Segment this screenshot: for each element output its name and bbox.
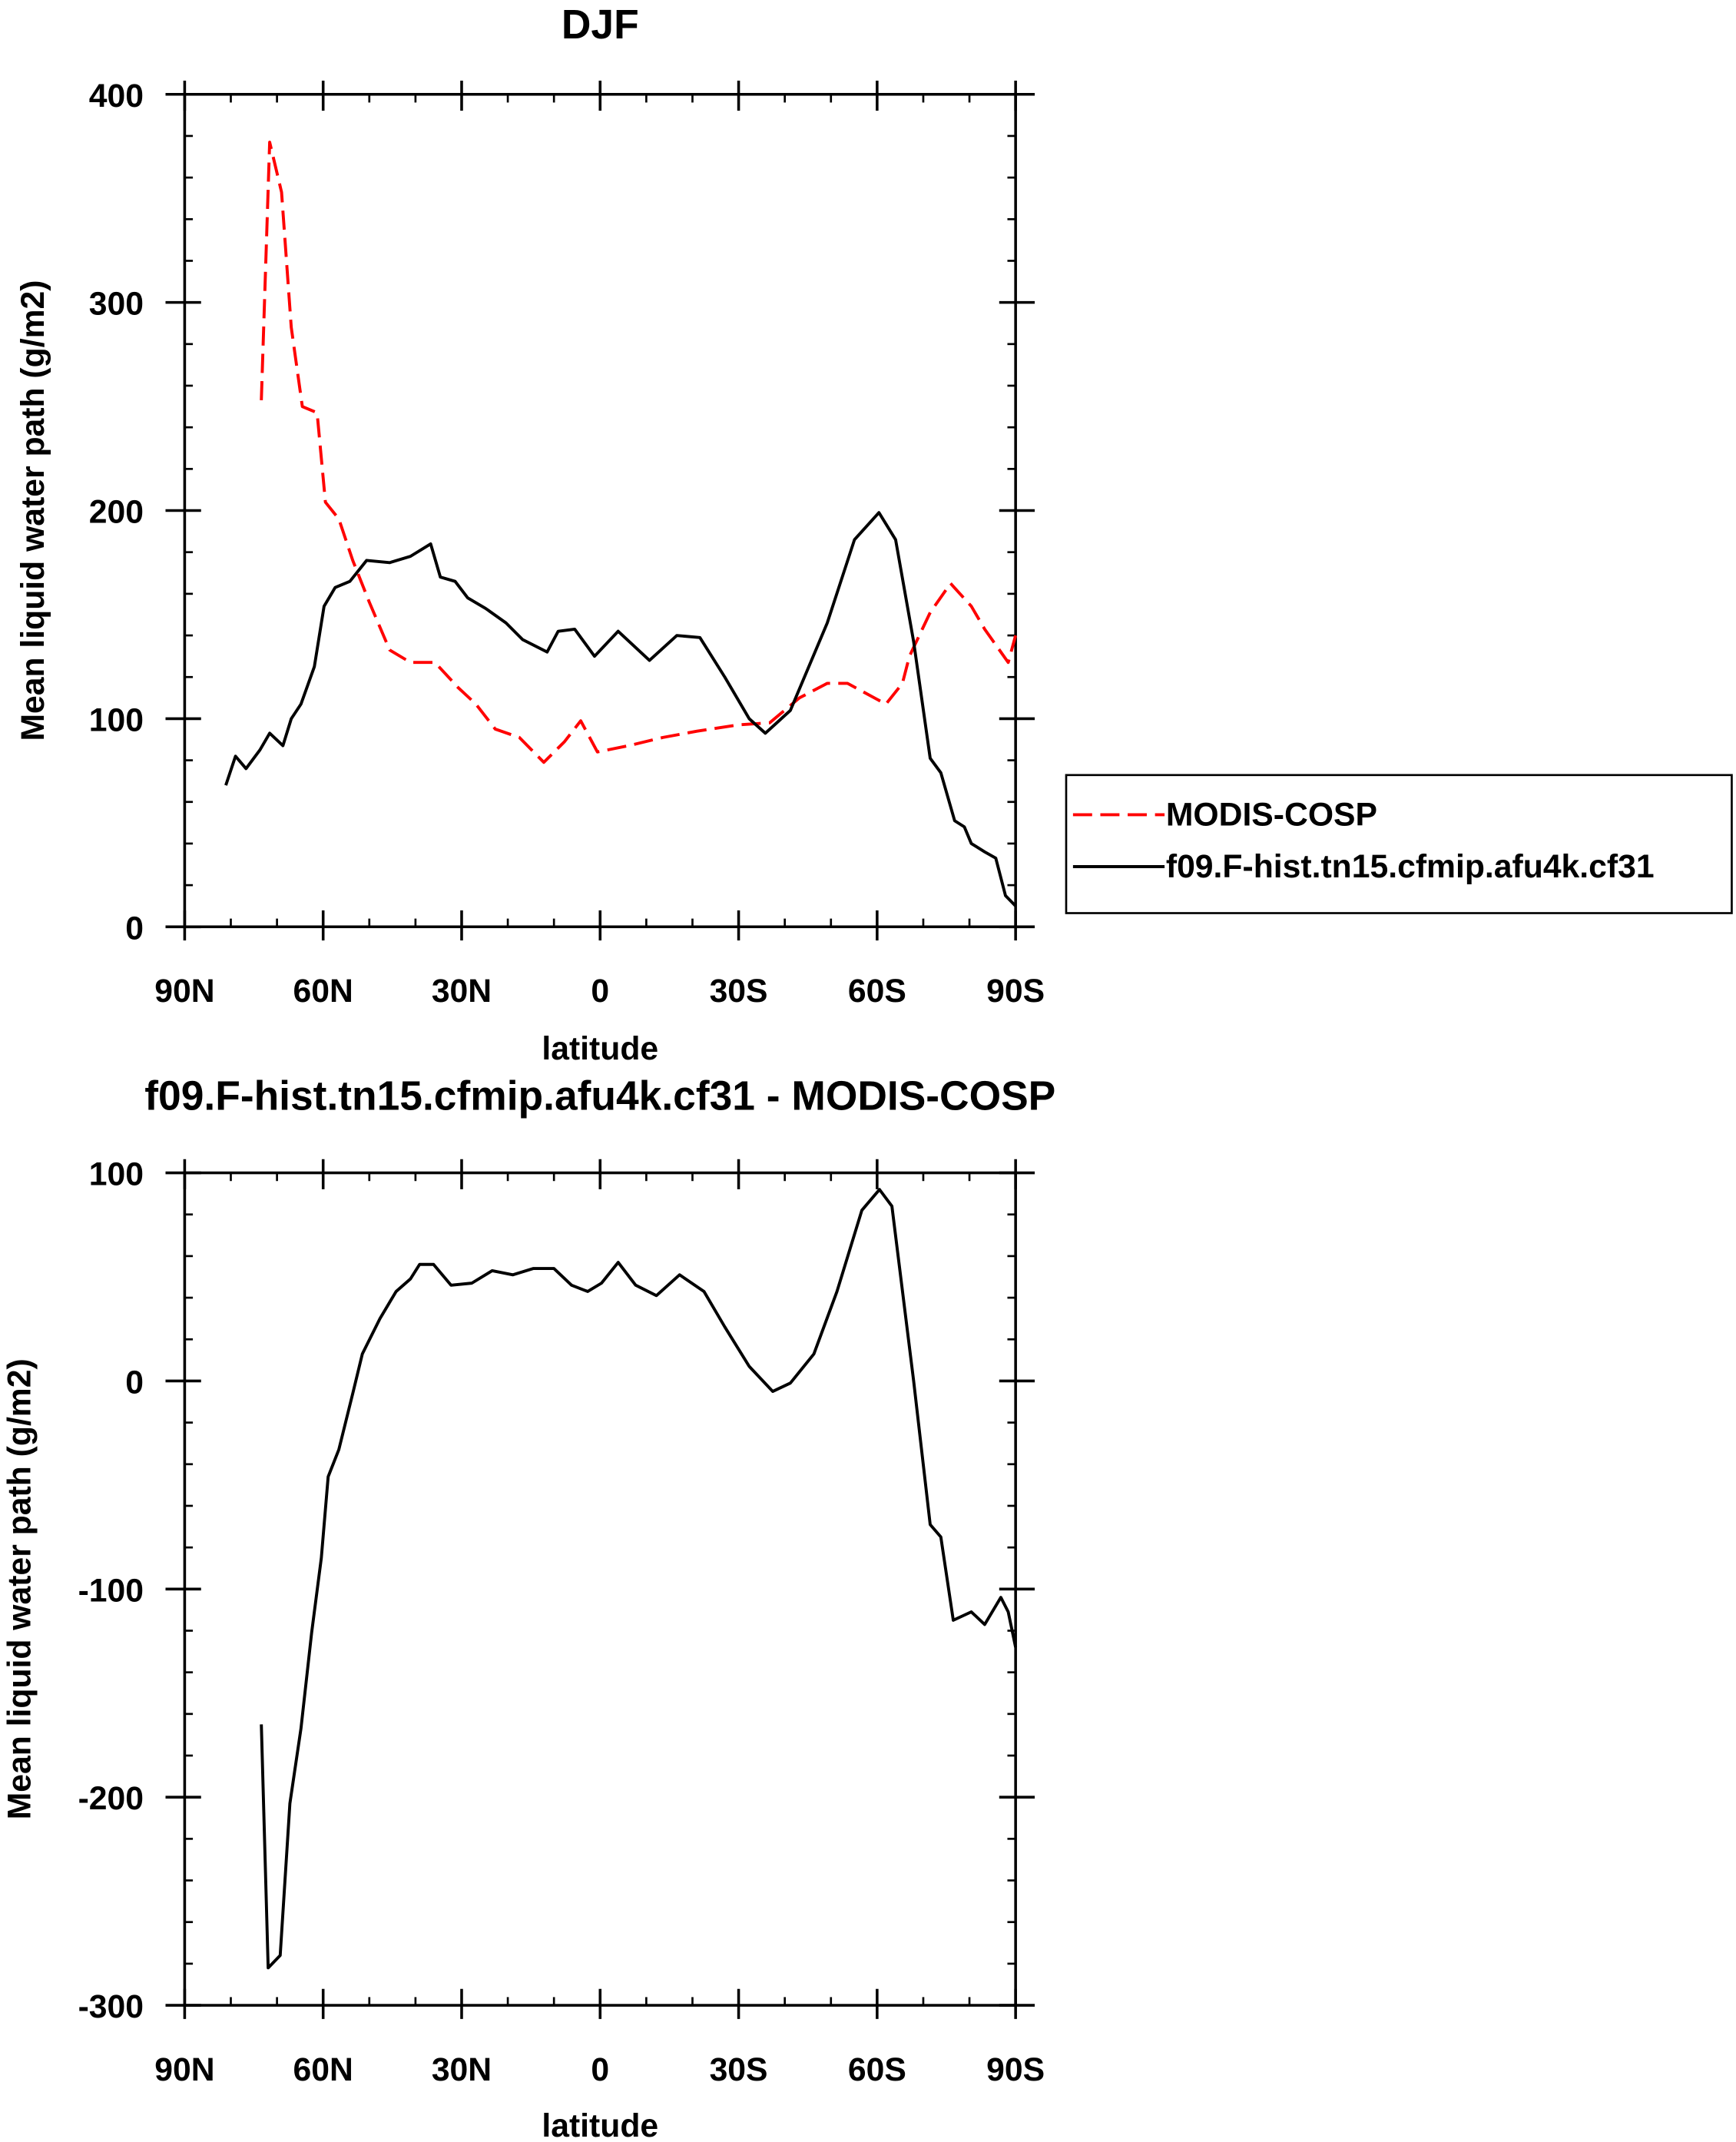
y-axis-label: Mean liquid water path (g/m2): [1, 1358, 38, 1819]
y-tick-label: 0: [125, 910, 144, 947]
legend: MODIS-COSP f09.F-hist.tn15.cfmip.afu4k.cf…: [1065, 774, 1733, 914]
x-tick-label: 30S: [710, 2051, 768, 2088]
chart-1: f09.F-hist.tn15.cfmip.afu4k.cf31 - MODIS…: [1, 1074, 1055, 2142]
series-line-modis-cosp: [260, 141, 1018, 764]
y-tick-label: 100: [89, 701, 144, 738]
x-tick-label: 60N: [293, 2051, 353, 2088]
y-tick-label: 300: [89, 286, 144, 323]
y-axis-label: Mean liquid water path (g/m2): [15, 280, 51, 741]
y-tick-label: 200: [89, 494, 144, 531]
x-tick-label: 90S: [986, 973, 1045, 1010]
legend-label: MODIS-COSP: [1166, 797, 1377, 834]
x-axis-label: latitude: [542, 2107, 658, 2142]
x-tick-label: 90S: [986, 2051, 1045, 2088]
y-tick-label: 400: [89, 78, 144, 114]
x-tick-label: 0: [591, 2051, 609, 2088]
legend-label: f09.F-hist.tn15.cfmip.afu4k.cf31: [1166, 848, 1655, 885]
x-tick-label: 60S: [848, 973, 906, 1010]
chart-title: f09.F-hist.tn15.cfmip.afu4k.cf31 - MODIS…: [144, 1074, 1055, 1119]
chart-0: DJF latitude Mean liquid water path (g/m2)…: [15, 2, 1733, 1067]
chart-title: DJF: [562, 2, 639, 48]
x-tick-label: 60S: [848, 2051, 906, 2088]
plot-frame: [183, 92, 1017, 929]
legend-box: [1065, 774, 1733, 914]
x-tick-label: 60N: [293, 973, 353, 1010]
x-axis-label: latitude: [542, 1030, 658, 1067]
x-tick-label: 30N: [432, 2051, 492, 2088]
series-line-f09-f-hist-tn15-cfmip-afu4k-cf31: [224, 511, 1017, 907]
series-line-difference: [260, 1188, 1018, 1970]
x-tick-label: 30N: [432, 973, 492, 1010]
x-tick-label: 0: [591, 973, 609, 1010]
y-tick-label: -100: [78, 1572, 144, 1609]
x-tick-label: 90N: [154, 973, 214, 1010]
y-tick-label: -200: [78, 1780, 144, 1817]
x-tick-label: 90N: [154, 2051, 214, 2088]
y-tick-label: -300: [78, 1988, 144, 2025]
plot-frame: [183, 1171, 1017, 2007]
x-tick-label: 30S: [710, 973, 768, 1010]
y-tick-label: 100: [89, 1156, 144, 1193]
y-tick-label: 0: [125, 1364, 144, 1401]
